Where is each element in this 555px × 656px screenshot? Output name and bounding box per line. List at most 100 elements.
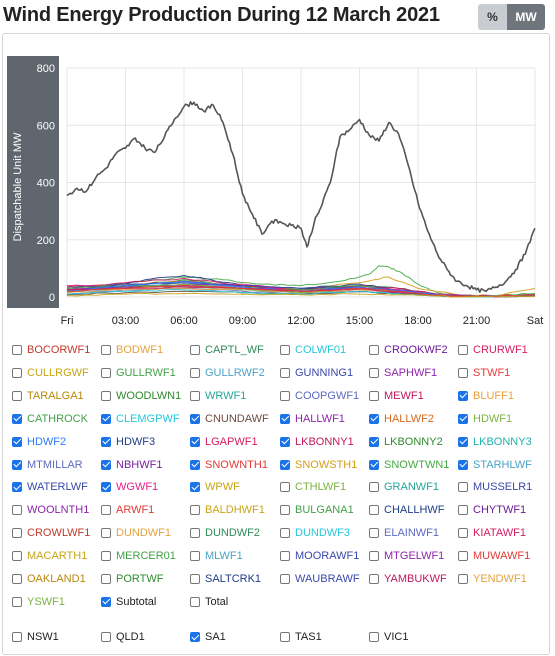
unchecked-box-icon[interactable] bbox=[101, 367, 111, 378]
unchecked-box-icon[interactable] bbox=[12, 345, 22, 355]
checkbox-wgwf1[interactable]: WGWF1 bbox=[101, 481, 158, 493]
unchecked-box-icon[interactable] bbox=[369, 367, 379, 378]
checked-box-icon[interactable] bbox=[369, 413, 379, 424]
checkbox-cullrgwf[interactable]: CULLRGWF bbox=[12, 367, 89, 379]
checked-box-icon[interactable] bbox=[101, 482, 111, 493]
checked-box-icon[interactable] bbox=[190, 482, 200, 493]
unchecked-box-icon[interactable] bbox=[369, 528, 379, 539]
checkbox-nsw1[interactable]: NSW1 bbox=[12, 631, 59, 643]
unchecked-box-icon[interactable] bbox=[280, 505, 290, 516]
checkbox-bulgana1[interactable]: BULGANA1 bbox=[280, 504, 354, 516]
checkbox-qld1[interactable]: QLD1 bbox=[101, 631, 145, 643]
checkbox-hallwf2[interactable]: HALLWF2 bbox=[369, 413, 434, 425]
unchecked-box-icon[interactable] bbox=[12, 505, 22, 516]
checked-box-icon[interactable] bbox=[12, 482, 22, 493]
unchecked-box-icon[interactable] bbox=[280, 574, 290, 584]
checked-box-icon[interactable] bbox=[101, 459, 111, 470]
checkbox-yswf1[interactable]: YSWF1 bbox=[12, 596, 65, 608]
unchecked-box-icon[interactable] bbox=[280, 390, 290, 401]
unchecked-box-icon[interactable] bbox=[190, 390, 200, 401]
checkbox-cnundawf[interactable]: CNUNDAWF bbox=[190, 413, 269, 425]
unchecked-box-icon[interactable] bbox=[101, 551, 111, 562]
checkbox-waubrawf[interactable]: WAUBRAWF bbox=[280, 573, 360, 585]
unchecked-box-icon[interactable] bbox=[101, 574, 111, 584]
checkbox-lkbonny3[interactable]: LKBONNY3 bbox=[458, 436, 532, 448]
checkbox-dundwf2[interactable]: DUNDWF2 bbox=[190, 527, 260, 539]
unchecked-box-icon[interactable] bbox=[101, 632, 111, 642]
checkbox-captl-wf[interactable]: CAPTL_WF bbox=[190, 344, 264, 356]
checkbox-hdwf2[interactable]: HDWF2 bbox=[12, 436, 66, 448]
unchecked-box-icon[interactable] bbox=[12, 390, 22, 401]
checked-box-icon[interactable] bbox=[280, 413, 290, 424]
checkbox-wrwf1[interactable]: WRWF1 bbox=[190, 390, 246, 402]
checkbox-hdwf1[interactable]: HDWF1 bbox=[458, 413, 512, 425]
unchecked-box-icon[interactable] bbox=[280, 632, 290, 642]
unchecked-box-icon[interactable] bbox=[12, 574, 22, 584]
unchecked-box-icon[interactable] bbox=[369, 345, 379, 355]
checkbox-muwawf1[interactable]: MUWAWF1 bbox=[458, 550, 530, 562]
checked-box-icon[interactable] bbox=[280, 436, 290, 447]
checkbox-snownth1[interactable]: SNOWNTH1 bbox=[190, 459, 268, 471]
checkbox-mtmillar[interactable]: MTMILLAR bbox=[12, 459, 83, 471]
checkbox-starhlwf[interactable]: STARHLWF bbox=[458, 459, 532, 471]
checkbox-vic1[interactable]: VIC1 bbox=[369, 631, 408, 643]
checkbox-saltcrk1[interactable]: SALTCRK1 bbox=[190, 573, 261, 585]
checkbox-gullrwf2[interactable]: GULLRWF2 bbox=[190, 367, 265, 379]
checkbox-arwf1[interactable]: ARWF1 bbox=[101, 504, 154, 516]
unchecked-box-icon[interactable] bbox=[101, 528, 111, 539]
unchecked-box-icon[interactable] bbox=[280, 551, 290, 562]
checkbox-kiatawf1[interactable]: KIATAWF1 bbox=[458, 527, 526, 539]
checkbox-wpwf[interactable]: WPWF bbox=[190, 481, 240, 493]
checkbox-coopgwf1[interactable]: COOPGWF1 bbox=[280, 390, 359, 402]
checkbox-woodlwn1[interactable]: WOODLWN1 bbox=[101, 390, 181, 402]
checkbox-woolnth1[interactable]: WOOLNTH1 bbox=[12, 504, 89, 516]
checkbox-tas1[interactable]: TAS1 bbox=[280, 631, 322, 643]
unchecked-box-icon[interactable] bbox=[458, 505, 468, 516]
checkbox-hallwf1[interactable]: HALLWF1 bbox=[280, 413, 345, 425]
checkbox-total[interactable]: Total bbox=[190, 596, 228, 608]
unchecked-box-icon[interactable] bbox=[458, 367, 468, 378]
checkbox-baldhwf1[interactable]: BALDHWF1 bbox=[190, 504, 265, 516]
checked-box-icon[interactable] bbox=[369, 459, 379, 470]
checkbox-bluff1[interactable]: BLUFF1 bbox=[458, 390, 514, 402]
checkbox-cathrock[interactable]: CATHROCK bbox=[12, 413, 88, 425]
checkbox-challhwf[interactable]: CHALLHWF bbox=[369, 504, 445, 516]
unchecked-box-icon[interactable] bbox=[190, 574, 200, 584]
checkbox-moorawf1[interactable]: MOORAWF1 bbox=[280, 550, 359, 562]
unchecked-box-icon[interactable] bbox=[190, 505, 200, 516]
checked-box-icon[interactable] bbox=[101, 436, 111, 447]
checkbox-nbhwf1[interactable]: NBHWF1 bbox=[101, 459, 162, 471]
checkbox-gunning1[interactable]: GUNNING1 bbox=[280, 367, 353, 379]
checkbox-elainwf1[interactable]: ELAINWF1 bbox=[369, 527, 439, 539]
checkbox-cthlwf1[interactable]: CTHLWF1 bbox=[280, 481, 346, 493]
checkbox-granwf1[interactable]: GRANWF1 bbox=[369, 481, 439, 493]
checked-box-icon[interactable] bbox=[458, 436, 468, 447]
checkbox-taralga1[interactable]: TARALGA1 bbox=[12, 390, 84, 402]
checkbox-lgapwf1[interactable]: LGAPWF1 bbox=[190, 436, 258, 448]
checkbox-crookwf2[interactable]: CROOKWF2 bbox=[369, 344, 448, 356]
percent-toggle-button[interactable]: % bbox=[478, 4, 507, 30]
checked-box-icon[interactable] bbox=[12, 436, 22, 447]
unchecked-box-icon[interactable] bbox=[280, 345, 290, 355]
checked-box-icon[interactable] bbox=[190, 413, 200, 424]
checked-box-icon[interactable] bbox=[101, 596, 111, 607]
checkbox-lkbonny1[interactable]: LKBONNY1 bbox=[280, 436, 354, 448]
checkbox-dundwf1[interactable]: DUNDWF1 bbox=[101, 527, 171, 539]
unchecked-box-icon[interactable] bbox=[12, 632, 22, 642]
unchecked-box-icon[interactable] bbox=[458, 345, 468, 355]
unchecked-box-icon[interactable] bbox=[190, 345, 200, 355]
checkbox-stwf1[interactable]: STWF1 bbox=[458, 367, 510, 379]
unchecked-box-icon[interactable] bbox=[101, 390, 111, 401]
checked-box-icon[interactable] bbox=[190, 632, 200, 642]
checkbox-snowsth1[interactable]: SNOWSTH1 bbox=[280, 459, 357, 471]
checked-box-icon[interactable] bbox=[280, 459, 290, 470]
checkbox-crowlwf1[interactable]: CROWLWF1 bbox=[12, 527, 90, 539]
checked-box-icon[interactable] bbox=[458, 459, 468, 470]
unchecked-box-icon[interactable] bbox=[369, 505, 379, 516]
checkbox-crurwf1[interactable]: CRURWF1 bbox=[458, 344, 528, 356]
checkbox-chytwf1[interactable]: CHYTWF1 bbox=[458, 504, 526, 516]
mw-toggle-button[interactable]: MW bbox=[507, 4, 545, 30]
checkbox-lkbonny2[interactable]: LKBONNY2 bbox=[369, 436, 443, 448]
checkbox-dundwf3[interactable]: DUNDWF3 bbox=[280, 527, 350, 539]
unchecked-box-icon[interactable] bbox=[369, 482, 379, 493]
